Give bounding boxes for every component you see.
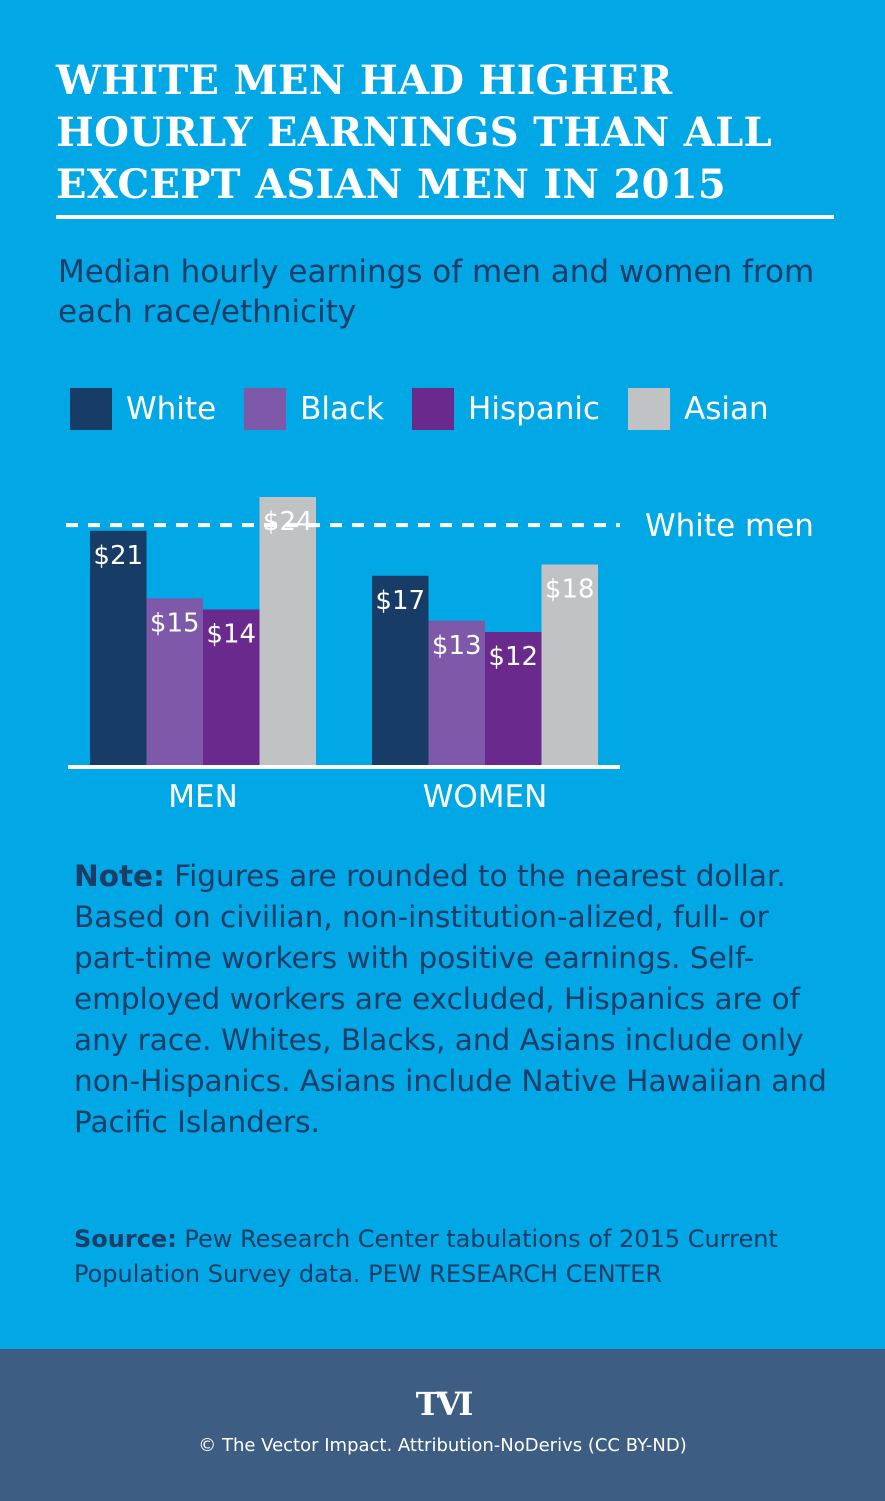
reference-line-label: White men [645, 508, 814, 544]
data-label: $21 [93, 541, 143, 571]
note-label: Note: [74, 859, 165, 893]
source-text: Pew Research Center tabulations of 2015 … [74, 1225, 778, 1288]
title-divider [56, 215, 834, 219]
bar-women-black [428, 620, 485, 767]
legend-label: White [126, 391, 217, 427]
page-title: WHITE MEN HAD HIGHER HOURLY EARNINGS THA… [56, 57, 772, 208]
legend-item-black: Black [244, 388, 384, 430]
legend-label: Asian [684, 391, 769, 427]
legend-swatch [244, 388, 287, 430]
note-text: Figures are rounded to the nearest dolla… [74, 859, 827, 1139]
legend-item-asian: Asian [628, 388, 769, 430]
data-label: $12 [488, 642, 538, 672]
legend-label: Black [300, 391, 385, 427]
bar-women-hispanic [485, 632, 542, 767]
bar-men-white [90, 530, 147, 767]
bar-women-asian [541, 564, 598, 767]
bar-men-hispanic [203, 609, 260, 767]
legend-swatch [70, 388, 112, 430]
source-paragraph: Source: Pew Research Center tabulations … [74, 1222, 854, 1292]
chart-legend: White Black Hispanic Asian [70, 386, 797, 432]
bar-chart: $21 $15 $14 $24 MEN $17$13 $12 $18 WOMEN White me… [66, 497, 814, 815]
data-label: $24 [263, 507, 313, 537]
legend-item-white: White [70, 388, 216, 430]
category-label-women: WOMEN [423, 779, 548, 815]
legend-item-hispanic: Hispanic [412, 388, 600, 430]
footer-bar: TVI © The Vector Impact. Attribution-NoD… [0, 1349, 885, 1501]
bar-women-white [372, 575, 429, 767]
legend-swatch [628, 388, 671, 430]
data-label: $18 [545, 575, 595, 605]
note-paragraph: Note: Figures are rounded to the nearest… [74, 856, 834, 1143]
chart-subtitle: Median hourly earnings of men and women … [58, 254, 815, 330]
data-label: $13 [432, 631, 482, 661]
legend-swatch [412, 388, 455, 430]
data-label: $17 [375, 586, 425, 616]
source-label: Source: [74, 1225, 177, 1253]
bar-men-asian [259, 497, 316, 767]
data-label: $15 [150, 608, 200, 638]
category-label-men: MEN [168, 779, 238, 815]
bar-men-black [146, 598, 203, 767]
tvi-logo-text: TVI [416, 1385, 473, 1421]
tvi-logo: TVI [416, 1385, 475, 1421]
data-label: $14 [206, 620, 256, 650]
copyright-credit: © The Vector Impact. Attribution-NoDeriv… [198, 1435, 687, 1456]
legend-label: Hispanic [468, 391, 601, 427]
